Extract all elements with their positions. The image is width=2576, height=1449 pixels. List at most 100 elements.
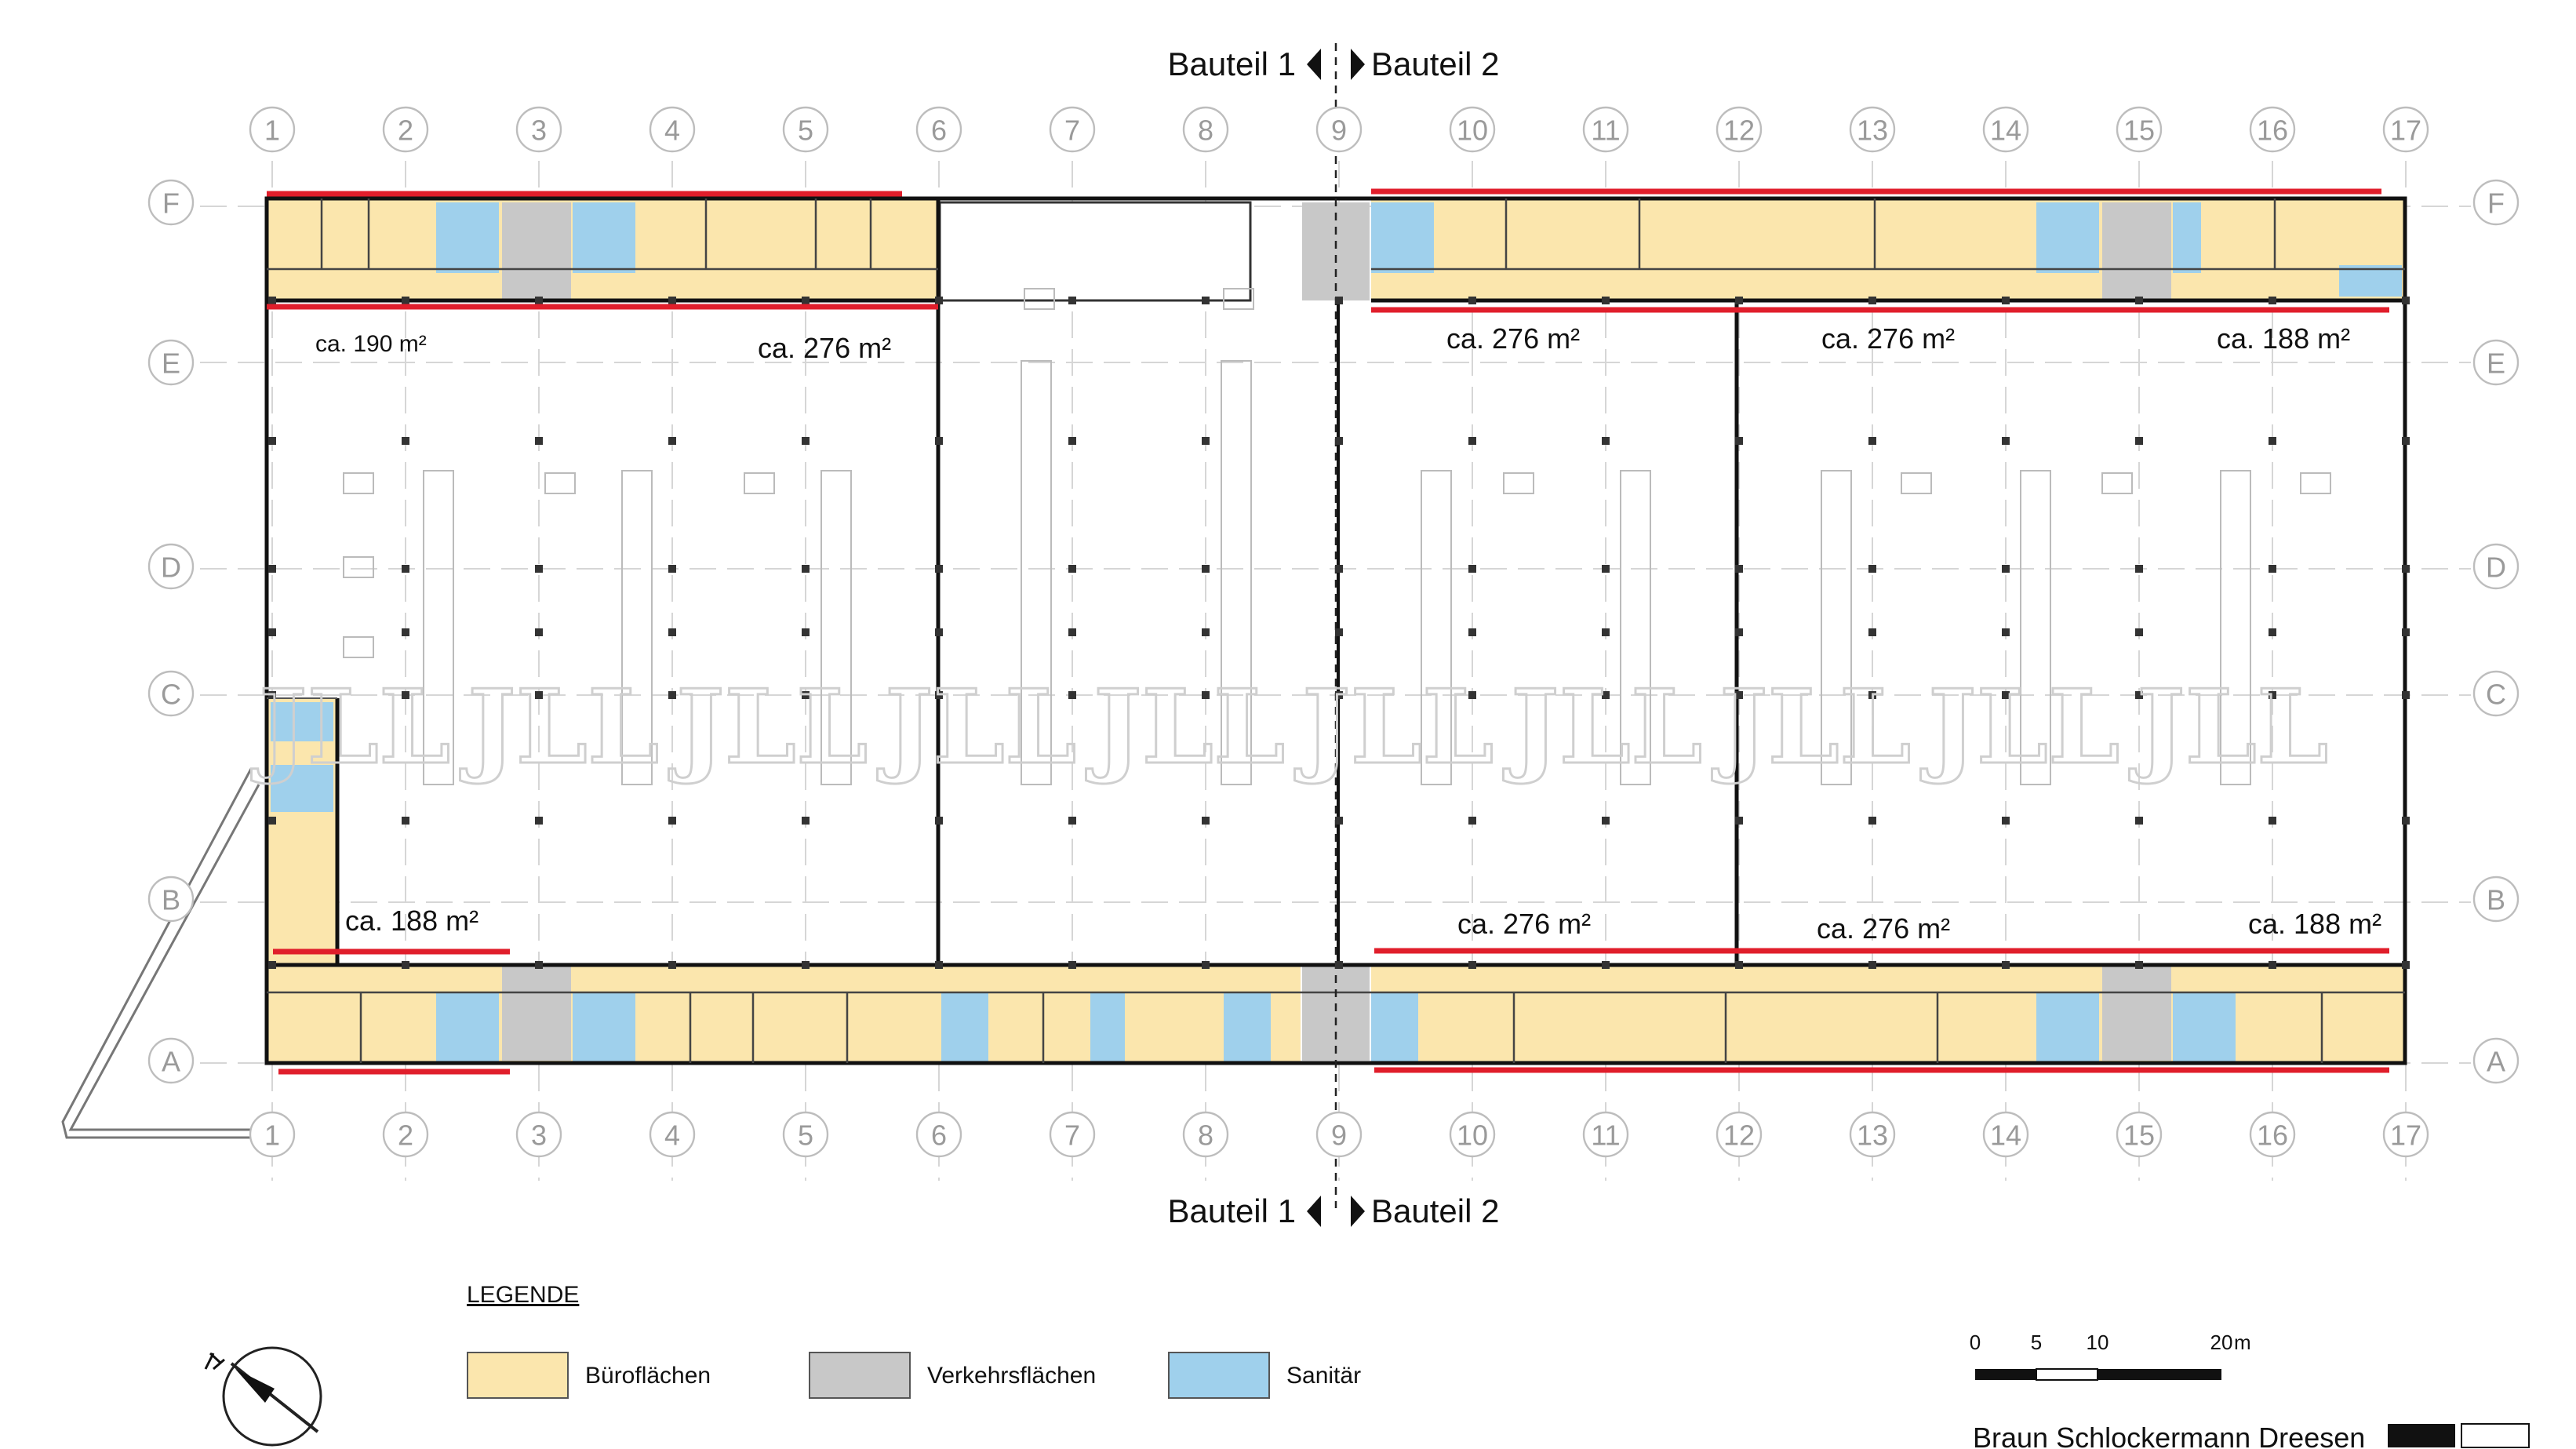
svg-text:8: 8 [1198,115,1213,147]
axis-bubble-top-14: 14 [1982,106,2029,153]
column-8 [1202,691,1210,699]
column-17 [2402,565,2410,573]
svg-text:F: F [162,187,180,220]
column-1 [268,691,276,699]
axis-bubble-top-9: 9 [1315,106,1363,153]
axis-bubble-top-3: 3 [515,106,562,153]
ramp [61,768,267,1139]
column-11 [1602,437,1610,445]
column-6 [935,565,943,573]
column-5 [802,691,810,699]
column-2 [402,817,409,825]
svg-text:5: 5 [798,115,813,147]
sanitary-f-c [1371,202,1434,273]
svg-text:11: 11 [1591,115,1620,147]
watermark-text: JLL [1920,667,2119,787]
svg-text:10: 10 [1457,115,1488,147]
legend-label-office: Büroflächen [585,1363,711,1389]
column-3 [535,565,543,573]
office-area-west-wing [267,698,337,965]
svg-text:B: B [2487,884,2505,916]
axis-bubble-top-13: 13 [1849,106,1896,153]
svg-text:9: 9 [1331,115,1347,147]
column-2 [402,437,409,445]
svg-text:1: 1 [264,115,280,147]
column-8 [1202,297,1210,304]
column-15 [2135,961,2143,969]
svg-text:2: 2 [398,115,413,147]
sanitary-a-f [1371,992,1418,1063]
axis-bubble-bottom-13: 13 [1849,1111,1896,1158]
watermark-text: JLL [1712,667,1911,787]
column-4 [668,565,676,573]
svg-text:1: 1 [264,1120,280,1152]
column-12 [1735,437,1743,445]
column-7 [1068,437,1076,445]
scale-tick-10: 10 [2087,1331,2109,1354]
column-10 [1468,961,1476,969]
axis-bubble-bottom-11: 11 [1582,1111,1629,1158]
column-4 [668,628,676,636]
column-11 [1602,565,1610,573]
svg-text:9: 9 [1331,1120,1347,1152]
sanitary-f-b [573,202,635,273]
sanitary-f-e [2173,202,2201,273]
svg-text:6: 6 [931,115,947,147]
column-9 [1335,628,1343,636]
column-16 [2269,961,2276,969]
column-13 [1868,628,1876,636]
stair-core-a-3 [502,967,571,1061]
column-3 [535,297,543,304]
axis-bubble-left-F: F [147,179,195,226]
column-2 [402,628,409,636]
column-9 [1335,565,1343,573]
axis-bubble-bottom-5: 5 [782,1111,829,1158]
column-13 [1868,297,1876,304]
watermark-text: JLL [877,667,1076,787]
sanitary-a-a [436,992,499,1063]
sanitary-a-c [941,992,988,1063]
column-1 [268,437,276,445]
sanitary-a-g [2036,992,2099,1063]
svg-text:6: 6 [931,1120,947,1152]
scale-unit: m [2234,1331,2251,1354]
scale-bar: 0 5 10 20 m [1970,1331,2251,1381]
axis-bubble-top-6: 6 [915,106,962,153]
svg-text:13: 13 [1857,1120,1888,1152]
column-1 [268,628,276,636]
column-13 [1868,961,1876,969]
column-13 [1868,817,1876,825]
column-3 [535,628,543,636]
axis-bubble-left-C: C [147,670,195,717]
column-6 [935,817,943,825]
axis-bubble-left-A: A [147,1037,195,1084]
column-9 [1335,961,1343,969]
svg-text:16: 16 [2257,115,2288,147]
sanitary-west-b [271,765,333,812]
column-15 [2135,297,2143,304]
watermark: JLL JLL JLL JLL JLL JLL JLL JLL JLL JLL [250,666,2330,788]
axis-bubble-bottom-9: 9 [1315,1111,1363,1158]
axis-bubble-right-C: C [2472,670,2520,717]
column-3 [535,817,543,825]
arrow-right-icon [1351,49,1365,80]
sanitary-a-d [1090,992,1125,1063]
sanitary-a-e [1224,992,1271,1063]
watermark-text: JLL [1503,667,1702,787]
column-11 [1602,817,1610,825]
axis-bubble-top-2: 2 [382,106,429,153]
column-15 [2135,437,2143,445]
bauteil-2-label-top: Bauteil 2 [1371,46,1499,82]
watermark-text: JLL [668,667,868,787]
column-4 [668,297,676,304]
sanitary-f-d [2036,202,2099,273]
svg-text:17: 17 [2390,1120,2421,1152]
legend-swatch-office [467,1352,569,1399]
svg-text:5: 5 [798,1120,813,1152]
bauteil-1-label-bottom: Bauteil 1 [1168,1192,1296,1229]
area-label-a-right-2: ca. 276 m² [1817,912,1950,945]
axis-bubble-bottom-10: 10 [1449,1111,1496,1158]
arrow-right-icon [1351,1196,1365,1227]
svg-text:3: 3 [531,115,547,147]
